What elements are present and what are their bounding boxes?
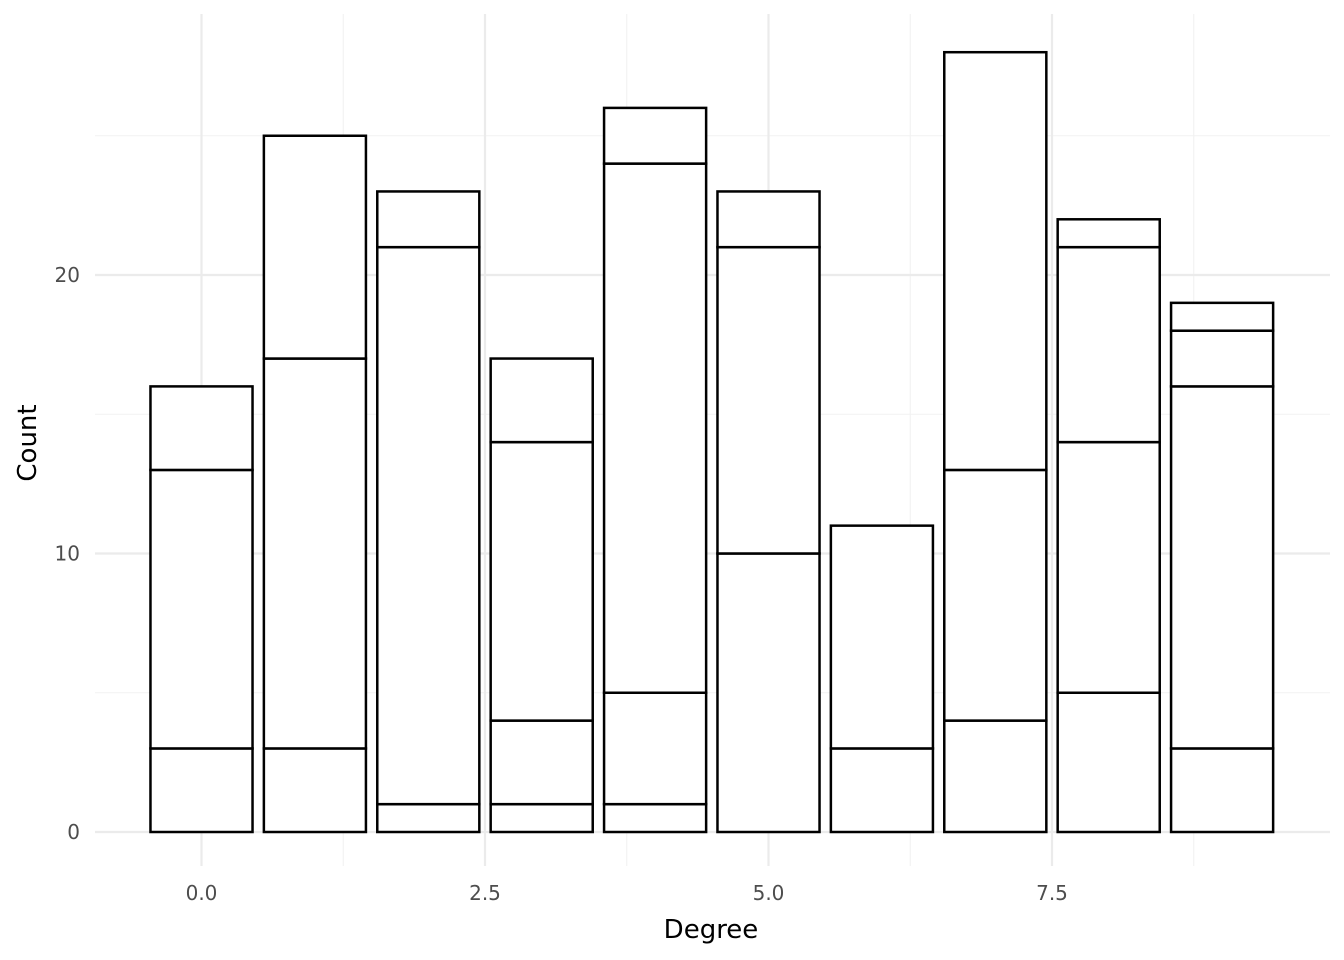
y-axis-ticks: 0 10 20	[55, 263, 80, 844]
bar-segment	[602, 802, 708, 834]
bar-stack	[149, 385, 254, 834]
bar-segment	[262, 134, 368, 360]
bar-segment	[1056, 218, 1161, 249]
bar-segment	[489, 802, 594, 834]
x-axis-title: Degree	[664, 915, 759, 945]
x-axis-ticks: 0.0 2.5 5.0 7.5	[186, 881, 1068, 905]
bar-segment	[1056, 691, 1161, 834]
bar-segment	[716, 552, 821, 834]
bar-stack	[1169, 301, 1275, 834]
bar-segment	[149, 385, 254, 472]
bar-segment	[829, 747, 935, 834]
bar-stack	[376, 190, 481, 834]
bar-segment	[602, 162, 708, 695]
bar-segment	[1169, 301, 1275, 332]
bar-segment	[829, 524, 935, 750]
bar-segment	[262, 357, 368, 750]
bar-segment	[1056, 245, 1161, 444]
bar-segment	[716, 245, 821, 555]
bars	[149, 50, 1275, 834]
bar-stack	[602, 106, 708, 834]
bar-stack	[262, 134, 368, 834]
bar-segment	[943, 719, 1048, 834]
bar-stack	[943, 50, 1048, 834]
x-tick-label: 2.5	[469, 881, 501, 905]
bar-stack	[716, 190, 821, 834]
y-axis-title: Count	[13, 404, 43, 481]
bar-segment	[1169, 329, 1275, 388]
bar-segment	[262, 747, 368, 834]
x-tick-label: 7.5	[1036, 881, 1068, 905]
bar-stack	[829, 524, 935, 834]
bar-segment	[376, 190, 481, 249]
bar-segment	[376, 245, 481, 806]
bar-segment	[1056, 440, 1161, 694]
x-tick-label: 0.0	[186, 881, 218, 905]
bar-segment	[149, 468, 254, 750]
bar-stack	[1056, 218, 1161, 834]
bar-segment	[376, 802, 481, 834]
bar-segment	[489, 719, 594, 806]
x-tick-label: 5.0	[753, 881, 785, 905]
bar-stack	[489, 357, 594, 834]
bar-segment	[149, 747, 254, 834]
bar-segment	[1169, 747, 1275, 834]
bar-segment	[716, 190, 821, 249]
bar-segment	[489, 440, 594, 722]
y-tick-label: 10	[55, 542, 80, 566]
bar-segment	[943, 50, 1048, 472]
bar-segment	[602, 106, 708, 165]
bar-segment	[943, 468, 1048, 722]
bar-segment	[1169, 385, 1275, 750]
y-tick-label: 0	[67, 820, 80, 844]
y-tick-label: 20	[55, 263, 80, 287]
bar-segment	[489, 357, 594, 444]
bar-segment	[602, 691, 708, 806]
